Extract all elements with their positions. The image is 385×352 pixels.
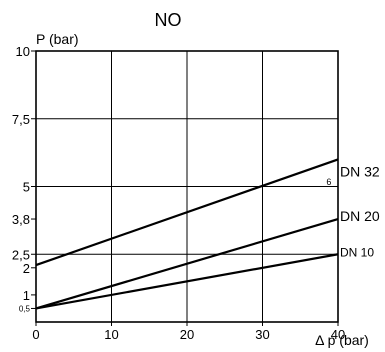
chart-title: NO — [155, 10, 182, 30]
y-tick-label: 1 — [23, 288, 30, 303]
series-line — [35, 253, 339, 310]
y-tick-label: 3,8 — [12, 212, 30, 227]
y-tick-label: 2 — [23, 261, 30, 276]
series-label: DN 20 — [340, 208, 380, 224]
y-tick-label: 0,5 — [19, 304, 31, 313]
annotations: 6 — [326, 177, 331, 187]
x-tick-label: 20 — [180, 327, 194, 342]
y-axis-label: P (bar) — [36, 31, 79, 47]
series-line — [35, 158, 339, 267]
grid — [31, 50, 339, 326]
annotation-label: 6 — [326, 177, 331, 187]
y-tick-label: 10 — [16, 44, 30, 59]
y-tick-label: 2,5 — [12, 247, 30, 262]
x-tick-label: 0 — [32, 327, 39, 342]
series-line — [35, 217, 339, 310]
x-tick-label: 40 — [331, 327, 345, 342]
series-lines: DN 32 DN 20 DN 10 — [35, 158, 380, 310]
x-tick-label: 30 — [255, 327, 269, 342]
x-tick-label: 10 — [104, 327, 118, 342]
tick-labels: 10 7,5 5 3,8 2,52 10,5 0 10 20 30 40 — [12, 44, 345, 342]
y-tick-label: 7,5 — [12, 112, 30, 127]
y-tick-label: 5 — [23, 180, 30, 195]
series-label: DN 32 — [340, 163, 380, 179]
series-label: DN 10 — [340, 245, 374, 259]
x-axis-label: Δ p (bar) — [315, 332, 369, 348]
